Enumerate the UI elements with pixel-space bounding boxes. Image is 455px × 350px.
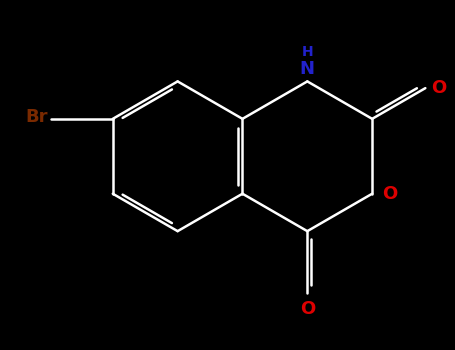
Text: N: N bbox=[300, 61, 315, 78]
Text: H: H bbox=[302, 45, 313, 59]
Text: Br: Br bbox=[25, 107, 48, 126]
Text: O: O bbox=[431, 79, 447, 97]
Text: O: O bbox=[300, 300, 315, 318]
Text: O: O bbox=[382, 185, 397, 203]
